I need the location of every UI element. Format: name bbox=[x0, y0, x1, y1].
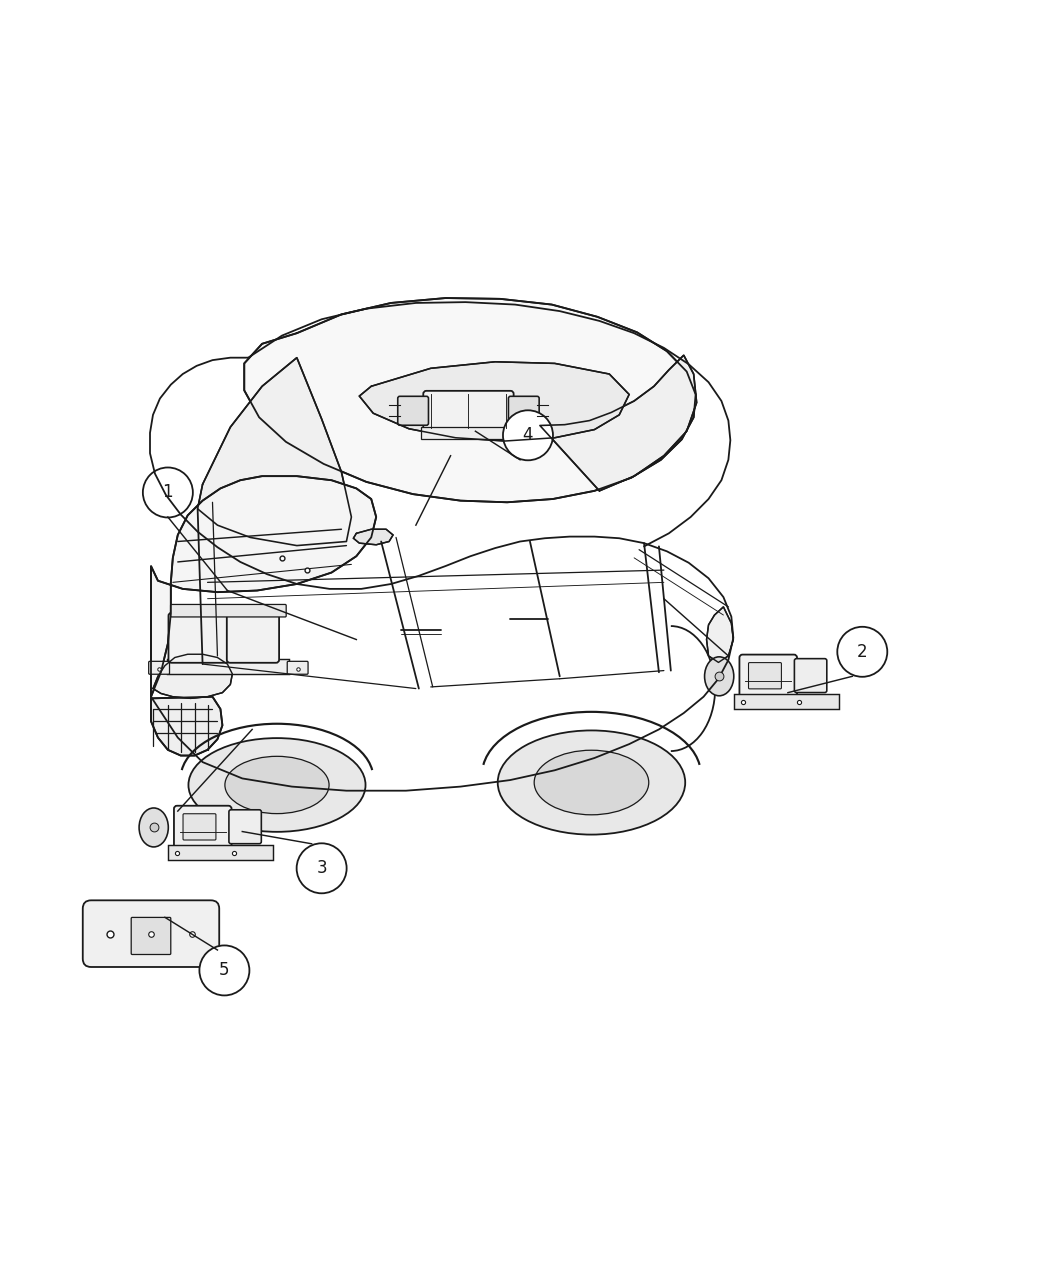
FancyBboxPatch shape bbox=[229, 810, 261, 844]
FancyBboxPatch shape bbox=[168, 613, 229, 663]
FancyBboxPatch shape bbox=[795, 659, 826, 692]
FancyBboxPatch shape bbox=[168, 845, 273, 861]
FancyBboxPatch shape bbox=[734, 694, 839, 709]
FancyBboxPatch shape bbox=[421, 427, 516, 440]
FancyBboxPatch shape bbox=[183, 813, 216, 840]
Polygon shape bbox=[151, 476, 376, 696]
FancyBboxPatch shape bbox=[170, 604, 287, 617]
FancyBboxPatch shape bbox=[749, 663, 781, 688]
FancyBboxPatch shape bbox=[174, 806, 232, 849]
Text: 3: 3 bbox=[316, 859, 327, 877]
Polygon shape bbox=[153, 654, 232, 699]
Circle shape bbox=[837, 627, 887, 677]
Circle shape bbox=[297, 843, 346, 894]
Ellipse shape bbox=[705, 657, 734, 696]
Ellipse shape bbox=[225, 756, 329, 813]
Polygon shape bbox=[540, 356, 696, 491]
Text: 1: 1 bbox=[163, 483, 173, 501]
FancyBboxPatch shape bbox=[149, 662, 169, 674]
Circle shape bbox=[143, 468, 193, 518]
Circle shape bbox=[200, 946, 250, 996]
FancyBboxPatch shape bbox=[423, 391, 513, 431]
Polygon shape bbox=[354, 529, 393, 544]
Polygon shape bbox=[151, 696, 223, 756]
Text: 2: 2 bbox=[857, 643, 867, 660]
Ellipse shape bbox=[534, 750, 649, 815]
Polygon shape bbox=[245, 298, 696, 502]
FancyBboxPatch shape bbox=[288, 662, 308, 674]
Text: 5: 5 bbox=[219, 961, 230, 979]
Ellipse shape bbox=[188, 738, 365, 831]
Polygon shape bbox=[359, 362, 629, 441]
FancyBboxPatch shape bbox=[83, 900, 219, 966]
FancyBboxPatch shape bbox=[508, 397, 539, 426]
Ellipse shape bbox=[139, 808, 168, 847]
FancyBboxPatch shape bbox=[131, 918, 171, 955]
Text: 4: 4 bbox=[523, 426, 533, 444]
FancyBboxPatch shape bbox=[167, 659, 290, 674]
Ellipse shape bbox=[498, 731, 686, 835]
FancyBboxPatch shape bbox=[398, 397, 428, 426]
Polygon shape bbox=[707, 607, 733, 663]
Circle shape bbox=[503, 411, 553, 460]
Polygon shape bbox=[197, 358, 352, 546]
FancyBboxPatch shape bbox=[739, 654, 797, 697]
FancyBboxPatch shape bbox=[227, 613, 279, 663]
